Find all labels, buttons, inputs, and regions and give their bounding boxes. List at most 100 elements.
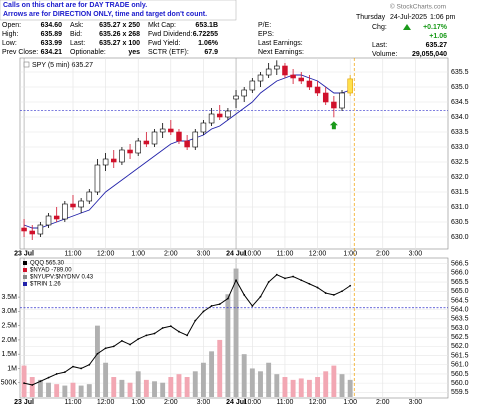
qqq-point: [72, 365, 74, 368]
x-tick-label: 11:00: [276, 250, 293, 257]
qqq-point: [121, 339, 123, 342]
qqq-point: [39, 380, 42, 383]
stat-label: Optionable:: [70, 49, 106, 56]
x-tick-label: 12:00: [309, 399, 327, 406]
stat-value: 634.60: [41, 22, 63, 29]
qqq-point: [235, 279, 237, 282]
date: 1:06 pm: [430, 14, 455, 21]
x-tick-label: 2:00: [376, 399, 390, 406]
right-value: 635.27: [426, 42, 448, 49]
stat-label: Last:: [70, 40, 85, 47]
y-tick-label: 632.0: [451, 174, 469, 181]
volume-bar: [274, 374, 280, 397]
qqq-point: [284, 277, 286, 280]
stat-value: 635.89: [41, 31, 63, 38]
candle-body: [37, 224, 44, 235]
x-tick-label: 24 Jul: [226, 250, 246, 257]
candle-body: [94, 164, 101, 193]
qqq-point: [226, 297, 229, 300]
x-tick-label: 2:00: [164, 399, 178, 406]
volume-bar: [46, 382, 51, 397]
stat-value: yes: [128, 49, 140, 56]
volume-tick-label: 3.5M: [1, 294, 17, 301]
volume-tick-label: 500K: [1, 380, 18, 387]
qqq-point: [137, 338, 140, 340]
qqq-point: [259, 295, 262, 298]
candle-body: [192, 131, 199, 148]
x-tick-label: 12:00: [97, 250, 115, 257]
stat-value: 635.26 x 268: [99, 31, 140, 38]
x-tick-label: 2:00: [164, 250, 178, 257]
stat-label: Open:: [2, 22, 21, 29]
y-tick-label: 634.0: [451, 114, 469, 121]
y-tick-label: 561.0: [451, 362, 469, 369]
candle-body: [249, 80, 256, 91]
legend-text: QQQ 565.30: [30, 261, 65, 267]
qqq-point: [324, 292, 327, 294]
candle-body: [216, 113, 223, 118]
x-tick-label: 10:00: [244, 399, 262, 406]
note-box: [0, 0, 237, 21]
y-tick-label: 564.0: [451, 306, 469, 313]
y-tick-label: 563.5: [451, 316, 469, 323]
volume-bar: [119, 379, 125, 397]
candle-body: [168, 128, 174, 133]
candle-body: [225, 110, 231, 118]
volume-bar: [306, 379, 312, 397]
qqq-point: [332, 294, 335, 296]
volume-bar: [95, 325, 100, 397]
volume-bar: [103, 362, 109, 397]
volume-tick-label: 2.5M: [1, 322, 17, 329]
volume-bar: [176, 374, 182, 397]
volume-bar: [323, 371, 329, 397]
volume-tick-label: 1M: [7, 365, 17, 372]
legend-swatch: [23, 275, 27, 279]
x-tick-label: 11:00: [64, 250, 81, 257]
candle-body: [102, 158, 109, 166]
volume-bar: [168, 377, 174, 397]
x-tick-label: 10:00: [244, 250, 262, 257]
x-tick-label: 1:00: [131, 250, 145, 257]
volume-bar: [266, 362, 272, 397]
x-tick-label: 12:00: [309, 250, 327, 257]
volume-bar: [225, 294, 231, 397]
candle-body: [111, 158, 117, 163]
qqq-point: [275, 273, 278, 276]
x-tick-label: 1:00: [343, 399, 357, 406]
candle-body: [339, 92, 345, 109]
qqq-point: [169, 325, 172, 328]
stat-label: Fwd Dividend:: [148, 31, 192, 38]
y-tick-label: 635.5: [451, 69, 469, 76]
y-tick-label: 562.5: [451, 334, 469, 341]
volume-bar: [217, 339, 223, 397]
price-panel: [19, 57, 449, 250]
date: 24-Jul-2025: [390, 14, 427, 21]
x-tick-label: 12:00: [97, 399, 115, 406]
x-tick-label: 1:00: [343, 250, 357, 257]
qqq-point: [218, 303, 221, 306]
volume-bar: [298, 378, 304, 397]
stat-label: Fwd Yield:: [148, 40, 180, 47]
volume-bar: [127, 382, 133, 397]
right-value: +0.17%: [423, 24, 448, 31]
volume-tick-label: 3.0M: [1, 308, 17, 315]
y-tick-label: 631.0: [451, 204, 469, 211]
qqq-point: [104, 347, 107, 350]
volume-bar: [143, 379, 149, 397]
volume-tick-label: 2.0M: [1, 337, 17, 344]
x-tick-label: 23 Jul: [14, 399, 34, 406]
y-tick-label: 634.5: [451, 99, 469, 106]
candle-body: [282, 65, 288, 76]
stat-label: Next Earnings:: [258, 49, 304, 56]
candle-body: [208, 113, 215, 124]
stat-label: Mkt Cap:: [148, 22, 176, 29]
stat-label: Low:: [2, 40, 17, 47]
stat-label: EPS:: [258, 31, 274, 38]
candle-body: [347, 78, 353, 94]
y-tick-label: 566.5: [451, 261, 469, 268]
volume-bar: [200, 362, 206, 397]
volume-bar: [29, 377, 35, 397]
volume-tick-label: 1.5M: [1, 351, 17, 358]
candle-body: [265, 68, 272, 76]
